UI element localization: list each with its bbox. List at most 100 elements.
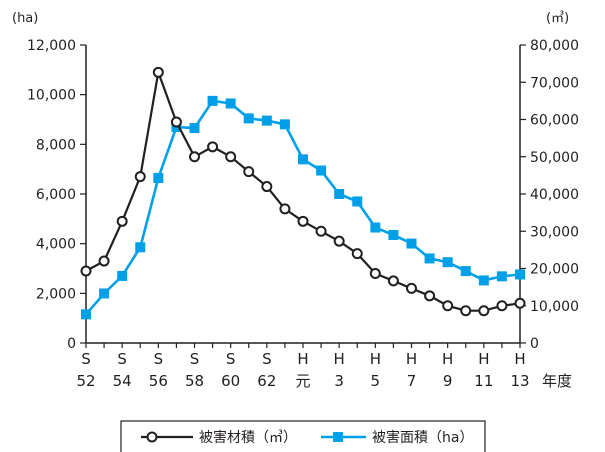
data-point-square [117, 270, 128, 281]
data-point-square [81, 309, 91, 320]
x-tick-label-top: H [406, 350, 417, 368]
data-point-square [189, 123, 200, 134]
x-tick-label-bottom: 62 [257, 372, 276, 390]
x-tick-label-top: H [297, 350, 308, 368]
data-point-circle [424, 290, 436, 302]
data-point-circle [478, 305, 490, 317]
series-line-0 [85, 68, 521, 312]
data-point-circle [297, 215, 309, 227]
data-point-square [243, 113, 254, 124]
x-tick-label-bottom: 3 [334, 372, 344, 390]
data-point-square [153, 172, 164, 183]
right-tick-label: 70,000 [530, 75, 579, 91]
left-tick-label: 12,000 [27, 38, 76, 54]
data-point-square [406, 238, 417, 249]
data-point-square [460, 266, 471, 277]
data-point-square [370, 222, 381, 233]
data-point-circle [333, 235, 345, 247]
right-axis-ticks: 0 10,000 20,000 30,000 40,000 50,000 60,000 70,… [520, 38, 579, 352]
data-point-circle [315, 225, 327, 237]
right-tick-label: 40,000 [530, 187, 579, 203]
series-0 [80, 66, 526, 317]
legend: 被害材積（㎥） 被害面積（ha） [120, 420, 486, 452]
data-point-square [478, 275, 489, 286]
data-point-circle [387, 275, 399, 287]
left-tick-label: 2,000 [36, 286, 76, 302]
data-point-circle [261, 181, 273, 193]
right-tick-label: 50,000 [530, 150, 579, 166]
left-axis-ticks: 0 2,000 4,000 6,000 8,000 10,000 12,000 [27, 38, 86, 352]
data-point-circle [496, 300, 508, 312]
x-tick-label-bottom: 60 [221, 372, 240, 390]
x-tick-label-top: H [370, 350, 381, 368]
x-tick-label-bottom: 52 [76, 372, 95, 390]
data-point-circle [351, 248, 363, 260]
data-point-square [298, 154, 308, 165]
data-point-circle [460, 305, 472, 317]
data-point-square [279, 119, 290, 130]
data-point-circle [134, 171, 146, 183]
left-axis-unit: (ha) [12, 11, 38, 26]
x-tick-label-bottom: 11 [474, 372, 493, 390]
left-tick-label: 0 [67, 336, 76, 352]
right-tick-label: 80,000 [530, 38, 579, 54]
data-point-circle [243, 166, 255, 178]
data-point-square [424, 253, 435, 264]
data-point-square [442, 257, 453, 268]
x-tick-label-bottom: 7 [407, 372, 417, 390]
left-tick-label: 4,000 [36, 237, 76, 253]
data-point-circle [80, 265, 92, 277]
legend-marker-circle [146, 431, 158, 443]
data-point-circle [207, 141, 219, 153]
data-point-circle [442, 300, 454, 312]
data-point-square [388, 229, 399, 240]
x-tick-label-top: H [478, 350, 489, 368]
x-tick-label-top: S [154, 350, 164, 368]
data-point-circle [152, 66, 164, 78]
x-tick-label-top: S [190, 350, 200, 368]
data-point-circle [225, 151, 237, 163]
x-tick-label-bottom: 元 [295, 372, 310, 390]
data-point-square [99, 288, 110, 299]
data-point-square [207, 95, 218, 106]
data-point-square [135, 242, 146, 253]
x-tick-label-top: H [334, 350, 345, 368]
legend-label-0: 被害材積（㎥） [199, 430, 297, 446]
data-point-square [334, 189, 345, 199]
x-tick-label-top: S [81, 350, 91, 368]
data-point-square [496, 271, 507, 282]
data-point-circle [279, 203, 291, 215]
data-point-square [316, 165, 327, 176]
x-tick-label-bottom: 56 [149, 372, 168, 390]
axes [85, 45, 521, 344]
right-tick-label: 20,000 [530, 262, 579, 278]
data-point-circle [170, 116, 182, 128]
series-area [80, 66, 526, 320]
right-tick-label: 10,000 [530, 299, 579, 315]
series-line-1 [85, 99, 521, 316]
data-point-square [515, 269, 525, 280]
legend-label-1: 被害面積（ha） [372, 430, 473, 446]
data-point-square [225, 98, 236, 109]
right-tick-label: 0 [530, 336, 539, 352]
left-tick-label: 6,000 [36, 187, 76, 203]
x-tick-label-bottom: 9 [443, 372, 453, 390]
data-point-circle [514, 297, 526, 309]
data-point-circle [116, 215, 128, 227]
x-tick-label-bottom: 13 [510, 372, 529, 390]
x-tick-label-bottom: 5 [371, 372, 381, 390]
right-axis-unit: (㎥) [546, 11, 569, 26]
x-tick-label-bottom: 54 [113, 372, 132, 390]
x-tick-label-top: S [117, 350, 127, 368]
data-point-circle [98, 255, 110, 267]
right-tick-label: 30,000 [530, 224, 579, 240]
data-point-square [352, 196, 363, 207]
x-axis-suffix: 年度 [542, 372, 572, 390]
x-tick-label-top: S [262, 350, 272, 368]
x-tick-label-top: S [226, 350, 236, 368]
x-tick-label-top: H [514, 350, 525, 368]
data-point-circle [189, 151, 200, 163]
x-tick-label-top: H [442, 350, 453, 368]
